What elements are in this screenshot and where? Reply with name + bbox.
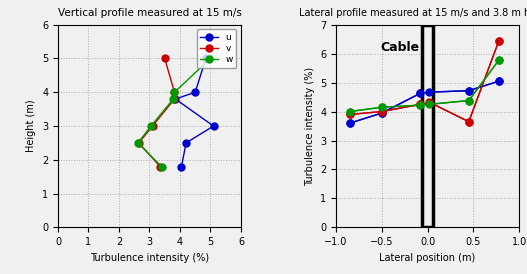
Title: Vertical profile measured at 15 m/s: Vertical profile measured at 15 m/s — [57, 8, 241, 18]
Text: Cable: Cable — [380, 41, 419, 54]
Bar — [422, 25, 433, 227]
X-axis label: Lateral position (m): Lateral position (m) — [379, 253, 476, 263]
X-axis label: Turbulence intensity (%): Turbulence intensity (%) — [90, 253, 209, 263]
Y-axis label: Height (m): Height (m) — [26, 100, 36, 152]
Legend: u, v, w: u, v, w — [197, 29, 237, 68]
Title: Lateral profile measured at 15 m/s and 3.8 m height: Lateral profile measured at 15 m/s and 3… — [299, 8, 527, 18]
Y-axis label: Turbulence intensity (%): Turbulence intensity (%) — [305, 67, 315, 185]
